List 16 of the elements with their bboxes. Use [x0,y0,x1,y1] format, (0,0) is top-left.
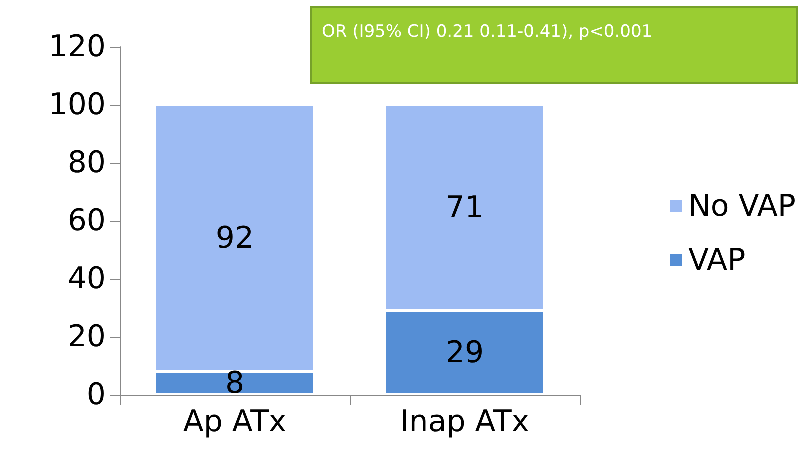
y-tick-label: 80 [68,146,106,180]
data-label: 92 [216,220,254,256]
y-tick-label: 100 [48,88,106,122]
data-label: 71 [446,190,484,226]
y-tick-label: 0 [86,378,106,412]
legend-label: VAP [688,243,746,278]
x-tick-label: Inap ATx [400,404,530,440]
y-tick-label: 40 [68,262,106,296]
y-tick-label: 60 [68,204,106,238]
y-tick-label: 20 [68,320,106,354]
data-label: 8 [225,366,245,401]
note-box: OR (I95% CI) 0.21 0.11-0.41), p<0.001 [310,6,798,84]
legend-label: No VAP [688,189,796,224]
y-tick-label: 120 [48,30,106,64]
data-label: 29 [446,335,484,370]
x-tick-label: Ap ATx [183,404,287,440]
